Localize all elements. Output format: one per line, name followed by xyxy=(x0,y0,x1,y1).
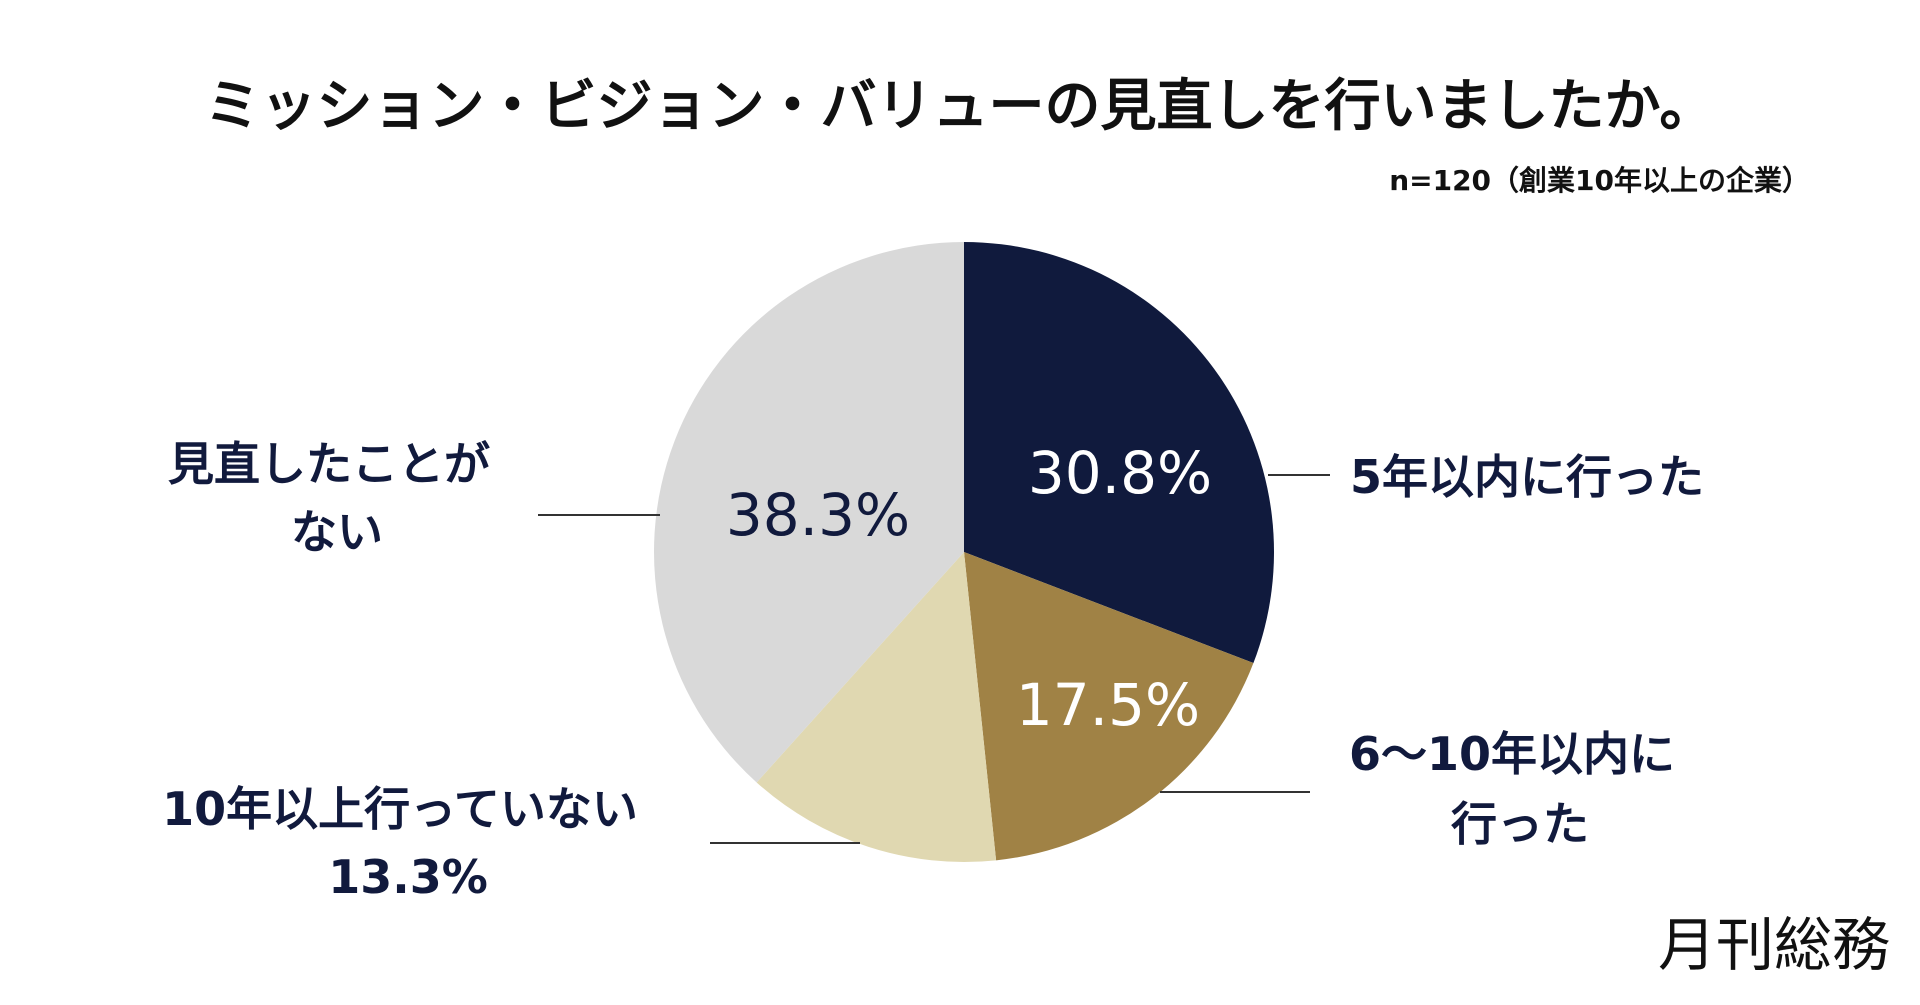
category-label-6-10-line-1: 6〜10年以内に xyxy=(1349,727,1675,781)
category-labels: 5年以内に行った 6〜10年以内に 行った 10年以上行っていない 13.3% … xyxy=(162,437,1704,904)
category-label-never: 見直したことが ない xyxy=(168,437,506,559)
category-label-6-10: 6〜10年以内に 行った xyxy=(1349,727,1691,851)
value-label-6-10: 17.5% xyxy=(1016,671,1200,739)
slice-within-5 xyxy=(964,242,1275,664)
value-label-within-5: 30.8% xyxy=(1028,439,1212,507)
leader-lines xyxy=(538,474,1330,844)
chart-subtitle: n=120（創業10年以上の企業） xyxy=(1389,164,1810,197)
category-label-never-line-2: ない xyxy=(291,505,383,559)
category-label-never-line-1: 見直したことが xyxy=(168,437,490,491)
category-label-over-10-line-1: 10年以上行っていない xyxy=(162,782,638,836)
slice-never xyxy=(653,242,964,783)
category-label-over-10: 10年以上行っていない 13.3% xyxy=(162,782,654,904)
value-labels: 30.8% 17.5% 38.3% xyxy=(726,439,1212,739)
category-label-6-10-line-2: 行った xyxy=(1451,797,1589,851)
brand-logo: 月刊総務 xyxy=(1658,911,1890,979)
chart-title: ミッション・ビジョン・バリューの見直しを行いましたか。 xyxy=(205,74,1716,139)
category-label-within-5-line-1: 5年以内に行った xyxy=(1350,450,1704,504)
slice-6-10 xyxy=(964,552,1254,861)
slice-over-10 xyxy=(756,552,997,862)
pie-slices xyxy=(653,242,1275,862)
value-label-over-10: 13.3% xyxy=(328,850,488,904)
value-label-never: 38.3% xyxy=(726,481,910,549)
category-label-within-5: 5年以内に行った xyxy=(1350,450,1704,504)
